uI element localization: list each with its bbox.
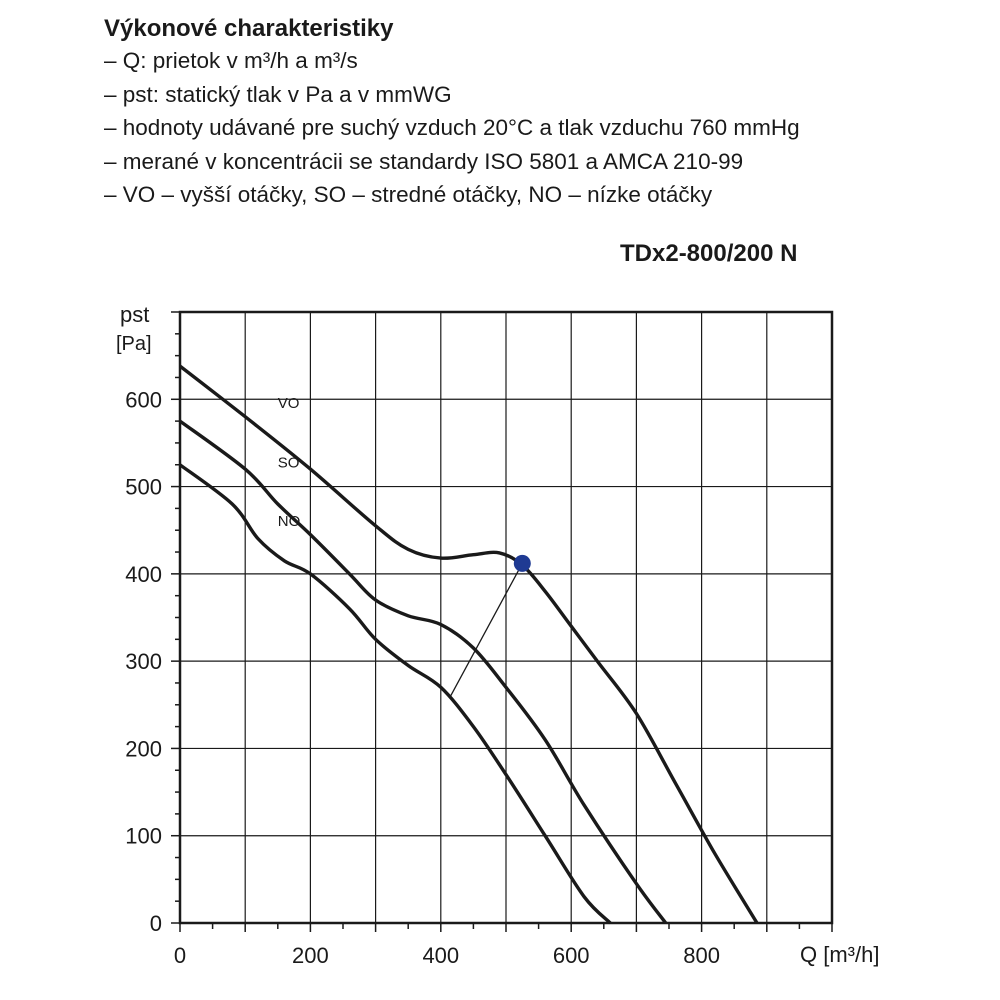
tick-labels: 0 200 400 600 800 0 100 200 300 400 500 600	[125, 387, 720, 968]
y-tick-label: 500	[125, 475, 162, 500]
y-tick-label: 0	[150, 911, 162, 936]
x-tick-label: 0	[174, 943, 186, 968]
header-line-1: – Q: prietok v m³/h a m³/s	[104, 48, 358, 73]
header-line-4: – merané v koncentrácii se standardy ISO…	[104, 148, 744, 174]
operating-point-marker	[513, 554, 531, 572]
y-axis-label-symbol: pst	[120, 302, 149, 327]
curve-label-vo: VO	[278, 395, 300, 412]
y-axis-label-unit: [Pa]	[116, 333, 152, 355]
header-line-3: – hodnoty udávané pre suchý vzduch 20°C …	[104, 115, 800, 140]
y-tick-label: 400	[125, 562, 162, 587]
curve-vo	[178, 364, 759, 924]
y-tick-label: 600	[125, 387, 162, 412]
x-tick-label: 800	[683, 943, 720, 968]
chart-title: TDx2-800/200 N	[620, 240, 798, 267]
x-tick-label: 200	[292, 943, 329, 968]
plot-frame	[178, 310, 834, 925]
plot-border	[178, 310, 834, 925]
curve-labels: VO SO NO	[278, 395, 301, 530]
x-tick-label: 400	[422, 943, 459, 968]
curve-label-no: NO	[278, 513, 301, 530]
header: Výkonové charakteristiky – Q: prietok v …	[104, 14, 800, 212]
x-tick-label: 600	[553, 943, 590, 968]
grid	[171, 311, 833, 932]
header-line-5: – VO – vyšší otáčky, SO – stredné otáčky…	[104, 182, 713, 207]
header-title: Výkonové charakteristiky	[104, 15, 394, 42]
x-axis-label: Q [m³/h]	[800, 942, 879, 967]
curve-so	[178, 419, 668, 925]
operating-point	[450, 554, 531, 697]
y-tick-label: 200	[125, 736, 162, 761]
curve-no	[178, 463, 612, 925]
y-tick-label: 300	[125, 649, 162, 674]
y-tick-label: 100	[125, 824, 162, 849]
curve-label-so: SO	[278, 454, 300, 471]
header-line-2: – pst: statický tlak v Pa a v mmWG	[104, 81, 452, 107]
operating-line	[450, 563, 523, 697]
curves	[178, 364, 759, 925]
